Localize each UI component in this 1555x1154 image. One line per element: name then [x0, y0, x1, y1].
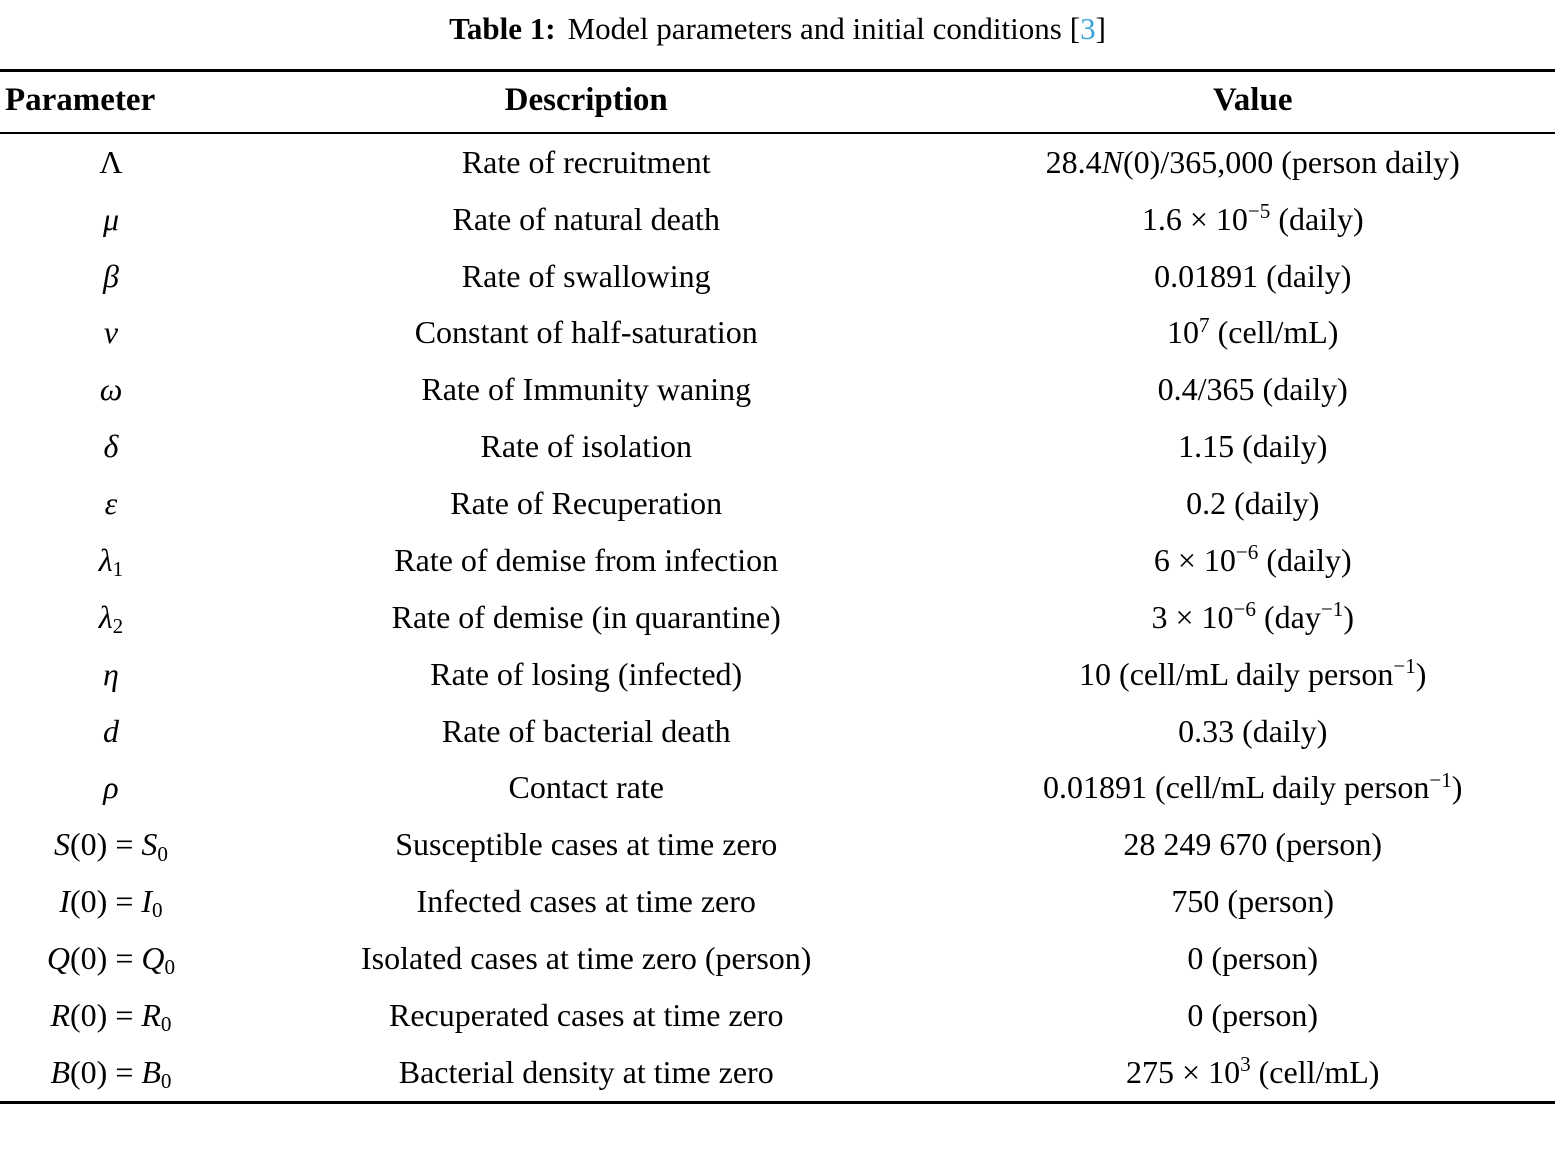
- cell-value: 0.01891 (cell/mL daily person−1): [1043, 767, 1463, 806]
- cell-description: Rate of demise from infection: [394, 541, 779, 578]
- cell-value: 10 (cell/mL daily person−1): [1079, 654, 1427, 692]
- table-caption-text: Model parameters and initial conditions: [567, 11, 1062, 46]
- cell-parameter: η: [103, 655, 119, 692]
- table-row: ν Constant of half-saturation 107 (cell/…: [0, 304, 1555, 361]
- cell-parameter: ν: [103, 314, 119, 351]
- cell-description: Rate of Recuperation: [450, 485, 723, 521]
- cell-description: Rate of losing (infected): [430, 655, 743, 692]
- cell-parameter: λ2: [98, 598, 124, 639]
- cell-parameter: d: [102, 712, 119, 749]
- table-row: η Rate of losing (infected) 10 (cell/mL …: [0, 646, 1555, 703]
- cell-parameter: β: [103, 257, 119, 294]
- cell-description: Rate of demise (in quarantine): [391, 598, 781, 635]
- table-caption-label: Table 1:: [449, 11, 556, 46]
- cell-parameter: R(0) = R0: [50, 996, 172, 1037]
- cell-description: Infected cases at time zero: [416, 883, 756, 920]
- cell-description: Rate of recruitment: [461, 143, 711, 180]
- table-row: δ Rate of isolation 1.15 (daily): [0, 418, 1555, 475]
- cell-value: 750 (person): [1171, 883, 1335, 920]
- cell-description: Rate of natural death: [452, 200, 720, 237]
- table-row: B(0) = B0 Bacterial density at time zero…: [0, 1044, 1555, 1102]
- table-body: Λ Rate of recruitment 28.4N(0)/365,000 (…: [0, 133, 1555, 1102]
- cell-value: 0 (person): [1187, 996, 1319, 1033]
- cell-description: Contact rate: [508, 769, 664, 806]
- cell-value: 0.4/365 (daily): [1157, 371, 1348, 408]
- table-row: ε Rate of Recuperation 0.2 (daily): [0, 475, 1555, 532]
- cell-value: 1.6 × 10−5 (daily): [1141, 199, 1364, 237]
- citation-bracket-open: [: [1069, 11, 1081, 46]
- cell-description: Rate of bacterial death: [441, 712, 731, 749]
- cell-value: 28.4N(0)/365,000 (person daily): [1045, 143, 1460, 180]
- cell-description: Rate of swallowing: [461, 257, 711, 294]
- table-row: Λ Rate of recruitment 28.4N(0)/365,000 (…: [0, 133, 1555, 191]
- cell-parameter: Q(0) = Q0: [46, 940, 176, 980]
- table-header: Parameter Description Value: [0, 70, 1555, 134]
- table-row: Q(0) = Q0 Isolated cases at time zero (p…: [0, 930, 1555, 987]
- cell-parameter: ε: [104, 485, 118, 521]
- cell-value: 275 × 103 (cell/mL): [1126, 1052, 1380, 1090]
- citation-link[interactable]: 3: [1080, 11, 1096, 46]
- cell-description: Isolated cases at time zero (person): [360, 940, 812, 976]
- cell-parameter: μ: [102, 200, 120, 237]
- table-row: ρ Contact rate 0.01891 (cell/mL daily pe…: [0, 759, 1555, 816]
- cell-value: 107 (cell/mL): [1167, 312, 1339, 351]
- cell-parameter: δ: [103, 428, 119, 465]
- table-row: d Rate of bacterial death 0.33 (daily): [0, 703, 1555, 760]
- table-row: R(0) = R0 Recuperated cases at time zero…: [0, 987, 1555, 1044]
- cell-parameter: B(0) = B0: [50, 1053, 172, 1094]
- cell-description: Recuperated cases at time zero: [389, 996, 784, 1033]
- cell-description: Rate of Immunity waning: [421, 371, 752, 408]
- cell-parameter: S(0) = S0: [54, 826, 168, 866]
- cell-value: 1.15 (daily): [1178, 428, 1328, 465]
- table-row: μ Rate of natural death 1.6 × 10−5 (dail…: [0, 191, 1555, 248]
- cell-value: 0 (person): [1187, 940, 1319, 976]
- cell-parameter: ω: [99, 371, 123, 408]
- cell-description: Susceptible cases at time zero: [395, 826, 778, 863]
- cell-parameter: ρ: [103, 769, 119, 806]
- cell-value: 0.2 (daily): [1186, 485, 1320, 521]
- parameters-table: Parameter Description Value Λ Rate of re…: [0, 68, 1555, 1104]
- cell-parameter: I(0) = I0: [59, 883, 163, 923]
- table-row: S(0) = S0 Susceptible cases at time zero…: [0, 816, 1555, 873]
- table-row: I(0) = I0 Infected cases at time zero 75…: [0, 873, 1555, 930]
- citation-bracket-close: ]: [1095, 11, 1106, 46]
- cell-description: Rate of isolation: [480, 428, 692, 465]
- table-row: λ2 Rate of demise (in quarantine) 3 × 10…: [0, 589, 1555, 646]
- cell-description: Bacterial density at time zero: [398, 1053, 774, 1090]
- header-parameter: Parameter: [0, 70, 222, 134]
- table-row: λ1 Rate of demise from infection 6 × 10−…: [0, 532, 1555, 589]
- header-value: Value: [950, 70, 1555, 134]
- header-description: Description: [221, 70, 951, 134]
- cell-value: 0.01891 (daily): [1154, 257, 1352, 294]
- cell-value: 3 × 10−6 (day−1): [1151, 597, 1354, 635]
- cell-description: Constant of half-saturation: [414, 314, 758, 351]
- cell-value: 0.33 (daily): [1178, 712, 1328, 749]
- table-row: β Rate of swallowing 0.01891 (daily): [0, 248, 1555, 305]
- cell-parameter: Λ: [99, 143, 123, 180]
- cell-parameter: λ1: [98, 541, 124, 582]
- table-row: ω Rate of Immunity waning 0.4/365 (daily…: [0, 361, 1555, 418]
- table-header-row: Parameter Description Value: [0, 70, 1555, 134]
- table-caption: Table 1: Model parameters and initial con…: [0, 10, 1555, 49]
- cell-value: 28 249 670 (person): [1123, 826, 1383, 863]
- cell-value: 6 × 10−6 (daily): [1153, 540, 1352, 578]
